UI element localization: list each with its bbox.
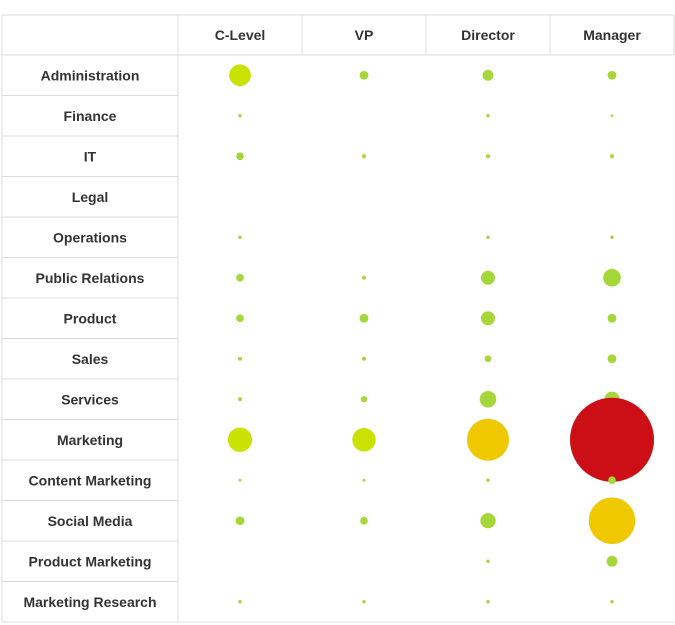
bubble-sales-manager (607, 354, 617, 364)
bubbles (227, 64, 654, 604)
bubble-content-marketing-director (486, 478, 490, 482)
bubble-services-c-level (238, 397, 242, 402)
bubble-marketing-vp (352, 428, 376, 452)
row-label-product-marketing: Product Marketing (29, 553, 152, 569)
bubble-public-relations-manager (603, 268, 621, 287)
row-labels: Administration Finance IT Legal Operations Pu… (23, 67, 156, 610)
bubble-marketing-manager (570, 397, 654, 482)
bubble-finance-director (486, 114, 490, 118)
bubble-marketing-research-vp (362, 600, 366, 604)
row-label-marketing: Marketing (57, 432, 123, 448)
bubble-operations-c-level (238, 235, 242, 239)
bubble-sales-vp (362, 356, 366, 361)
bubble-product-manager (607, 313, 617, 323)
bubble-content-marketing-vp (362, 478, 366, 482)
bubble-marketing-research-manager (610, 600, 614, 604)
bubble-administration-vp (359, 70, 369, 80)
bubble-public-relations-c-level (236, 273, 244, 282)
bubble-marketing-director (467, 418, 509, 461)
row-label-administration: Administration (41, 67, 140, 83)
table-grid (1, 14, 675, 623)
bubble-sales-c-level (238, 356, 242, 361)
bubble-administration-c-level (229, 64, 251, 87)
bubble-product-marketing-director (486, 559, 490, 563)
bubble-public-relations-director (481, 270, 495, 285)
bubble-it-c-level (236, 152, 244, 161)
bubble-operations-manager (610, 235, 614, 239)
bubble-content-marketing-manager (608, 476, 616, 485)
bubble-administration-director (482, 69, 494, 81)
bubble-product-director (481, 311, 495, 326)
column-header-director: Director (461, 27, 515, 43)
row-label-it: IT (84, 148, 97, 164)
bubble-finance-manager (610, 114, 614, 118)
bubble-marketing-c-level (227, 427, 253, 452)
bubble-it-manager (610, 154, 614, 159)
row-label-product: Product (64, 310, 117, 326)
row-label-social-media: Social Media (48, 513, 133, 529)
bubble-services-vp (360, 396, 368, 403)
bubble-social-media-manager (588, 497, 636, 544)
bubble-marketing-research-director (486, 600, 490, 604)
bubble-marketing-research-c-level (238, 600, 242, 604)
bubble-it-director (486, 154, 490, 159)
row-label-content-marketing: Content Marketing (29, 472, 152, 488)
bubble-services-director (479, 390, 497, 408)
column-header-c-level: C-Level (215, 27, 266, 43)
bubble-administration-manager (607, 70, 617, 80)
bubble-sales-director (484, 355, 492, 363)
bubble-content-marketing-c-level (238, 478, 242, 482)
bubble-it-vp (362, 154, 366, 159)
row-label-finance: Finance (64, 108, 117, 124)
row-label-operations: Operations (53, 229, 127, 245)
bubble-product-vp (359, 313, 369, 323)
bubble-product-marketing-manager (606, 555, 618, 567)
row-label-marketing-research: Marketing Research (23, 594, 156, 610)
bubble-finance-c-level (238, 114, 242, 118)
row-label-services: Services (61, 391, 119, 407)
bubble-social-media-director (480, 513, 496, 529)
row-label-legal: Legal (72, 189, 109, 205)
column-header-manager: Manager (583, 27, 641, 43)
bubble-public-relations-vp (362, 275, 366, 280)
column-headers: C-Level VP Director Manager (215, 27, 642, 43)
bubble-operations-director (486, 235, 490, 239)
row-label-sales: Sales (72, 351, 109, 367)
column-header-vp: VP (355, 27, 374, 43)
bubble-social-media-c-level (235, 516, 245, 526)
bubble-social-media-vp (360, 516, 368, 525)
row-label-public-relations: Public Relations (36, 270, 145, 286)
bubble-product-c-level (236, 314, 244, 323)
